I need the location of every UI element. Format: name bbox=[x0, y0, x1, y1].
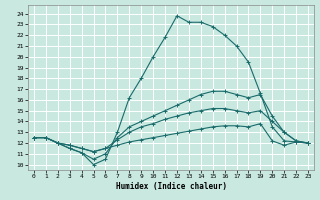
X-axis label: Humidex (Indice chaleur): Humidex (Indice chaleur) bbox=[116, 182, 227, 191]
